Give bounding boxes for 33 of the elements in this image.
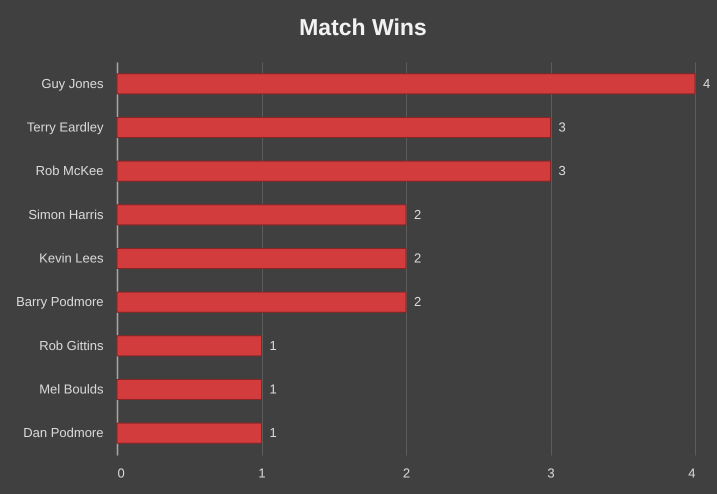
x-tick-label: 4 [688, 466, 696, 480]
chart-title: Match Wins [299, 14, 427, 40]
data-label: 3 [558, 163, 566, 178]
bar [116, 73, 696, 94]
data-label: 2 [414, 206, 422, 222]
data-label: 1 [270, 382, 277, 396]
bar [116, 116, 551, 138]
x-tick-label: 3 [547, 466, 555, 480]
y-tick-label: Barry Podmore [16, 294, 104, 310]
x-tick-label: 0 [118, 466, 125, 480]
data-label: 1 [270, 338, 277, 353]
data-label: 2 [414, 294, 422, 310]
bar [116, 292, 406, 313]
data-label: 1 [270, 425, 277, 440]
y-tick-label: Rob McKee [36, 163, 104, 178]
bar [116, 422, 262, 444]
bar [116, 335, 262, 356]
bar [116, 204, 406, 226]
y-tick-label: Kevin Lees [39, 250, 104, 266]
bar [116, 160, 551, 182]
bar [116, 378, 262, 400]
data-label: 4 [703, 76, 710, 91]
y-tick-label: Rob Gittins [39, 338, 104, 353]
y-tick-label: Guy Jones [41, 76, 104, 91]
y-tick-label: Dan Podmore [23, 425, 104, 440]
y-tick-label: Terry Eardley [26, 120, 104, 134]
data-label: 2 [414, 250, 422, 266]
y-tick-label: Simon Harris [28, 206, 104, 222]
data-label: 3 [558, 120, 566, 134]
x-tick-label: 2 [402, 466, 410, 480]
y-tick-label: Mel Boulds [39, 382, 104, 396]
x-tick-label: 1 [258, 466, 266, 480]
bar [116, 248, 406, 270]
